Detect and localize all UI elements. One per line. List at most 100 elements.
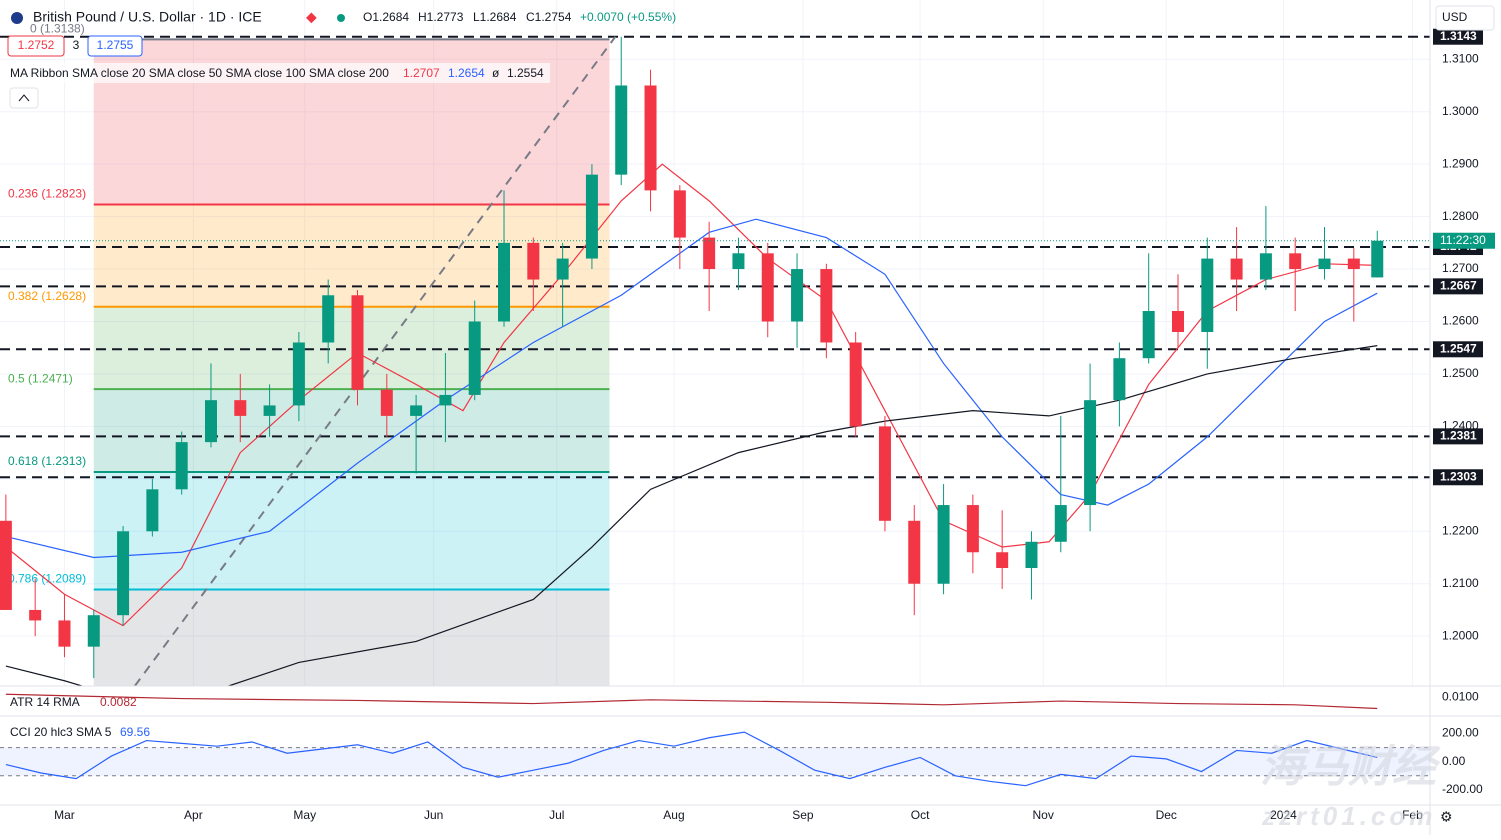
candle-body [673,190,686,238]
fib-label: 0.5 (1.2471) [8,371,73,385]
candle-body [1230,258,1243,280]
candle-body [761,253,774,322]
last-badge [1433,232,1495,249]
y-tick-label: 1.2900 [1442,156,1479,170]
candle-body [849,342,862,427]
y-tick-label: 1.3000 [1442,104,1479,118]
y-tick-label: 1.2100 [1442,576,1479,590]
cci-band [0,747,1430,776]
candle-body [615,85,628,175]
ask-box[interactable] [87,35,143,57]
candle-body [1318,258,1331,270]
candle-body [1113,358,1126,401]
candle-body [410,405,423,416]
y-tick-label: -200.00 [1442,782,1483,796]
level-badge [1433,278,1483,295]
ohlc-change: +0.0070 (+0.55%) [580,10,676,24]
currency: USD [1442,10,1468,24]
y-tick-label: 1.2600 [1442,314,1479,328]
ma-symbol: ø [492,66,500,80]
candle-body [1084,400,1097,506]
candle-body [996,552,1009,568]
candle-body [1142,311,1155,359]
candle-body [644,85,657,191]
level-badge [1433,469,1483,486]
candle-body [439,394,452,406]
settings-icon[interactable]: ⚙ [1440,809,1453,825]
ask: 1.2755 [97,38,134,52]
candle-body [87,615,100,647]
candle-body [820,269,833,343]
level-badge [1433,428,1483,445]
pane-title: ATR 14 RMA [10,695,80,709]
collapse-icon [18,94,30,102]
fib-band [93,472,610,590]
candle-body [292,342,305,406]
y-tick-label: 1.2200 [1442,523,1479,537]
x-tick-label: May [293,808,316,822]
level-badge [1433,341,1483,358]
candle-body [1259,253,1272,280]
lower-panes: ATR 14 RMA 0.0082 CCI 20 hlc3 SMA 5 69.56 [0,693,1430,787]
y-tick-label: 200.00 [1442,726,1479,740]
candle-body [175,442,188,490]
candle-body [117,531,130,616]
level-label: 1.2381 [1440,429,1477,443]
candle-body [937,505,950,584]
candle-body [585,174,598,259]
candle-body [908,520,921,584]
y-tick-label: 1.2800 [1442,209,1479,223]
candle-body [146,489,159,532]
status-dot [337,14,345,22]
x-tick-label: Oct [911,808,930,822]
x-tick-label: 2024 [1270,808,1297,822]
y-tick-label: 1.2700 [1442,261,1479,275]
symbol: British Pound / U.S. Dollar · 1D · ICE [33,9,262,25]
y-tick-label: 0.0100 [1442,690,1479,704]
bid-box[interactable] [7,35,65,57]
collapse-button[interactable] [9,87,39,109]
main-pane: 0 (1.3138) 0.236 (1.2823) 0.382 (1.2628) 0.… [0,0,1430,686]
x-tick-label: Feb [1402,808,1423,822]
x-tick-label: Apr [184,808,203,822]
ma-value: 1.2707 [403,66,440,80]
y-tick-label: 1.3100 [1442,51,1479,65]
candle-body [1201,258,1214,332]
ma-value: 1.2554 [507,66,544,80]
ohlc-close: C1.2754 [526,10,572,24]
candle-body [1054,505,1067,542]
watermark-url: zzrt01.com [1261,801,1436,831]
candle-body [1347,258,1360,270]
x-tick-label: Aug [663,808,684,822]
series-line [5,163,1378,627]
fib-label: 0.618 (1.2313) [8,454,86,468]
level-badge [1433,28,1483,45]
ohlc-low: L1.2684 [473,10,517,24]
fib-label: 0.236 (1.2823) [8,187,86,201]
level-label: 1.3143 [1440,29,1477,43]
level-label: 1.2547 [1440,341,1477,355]
candle-body [29,609,42,621]
candle-body [703,237,716,270]
fib-band [93,589,610,686]
candle-body [1171,311,1184,332]
candle-body [527,242,540,280]
flag-mark: ◆ [306,9,317,25]
watermark: 海马财经 [1260,743,1441,792]
candle-body [351,295,364,390]
currency-button[interactable] [1435,5,1495,31]
candle-body [1025,541,1038,568]
y-tick-label: 1.2000 [1442,628,1479,642]
fib-label: 0 (1.3138) [30,22,85,36]
last-label: 11:22:30 [1440,233,1486,247]
candle-body [791,269,804,322]
ohlc-open: O1.2684 [363,10,409,24]
series-line [5,218,1378,559]
series-line [5,731,1378,787]
y-tick-label: 1.2500 [1442,366,1479,380]
x-tick-label: Sep [792,808,814,822]
candle-body [322,295,335,343]
candle-body [204,400,217,443]
